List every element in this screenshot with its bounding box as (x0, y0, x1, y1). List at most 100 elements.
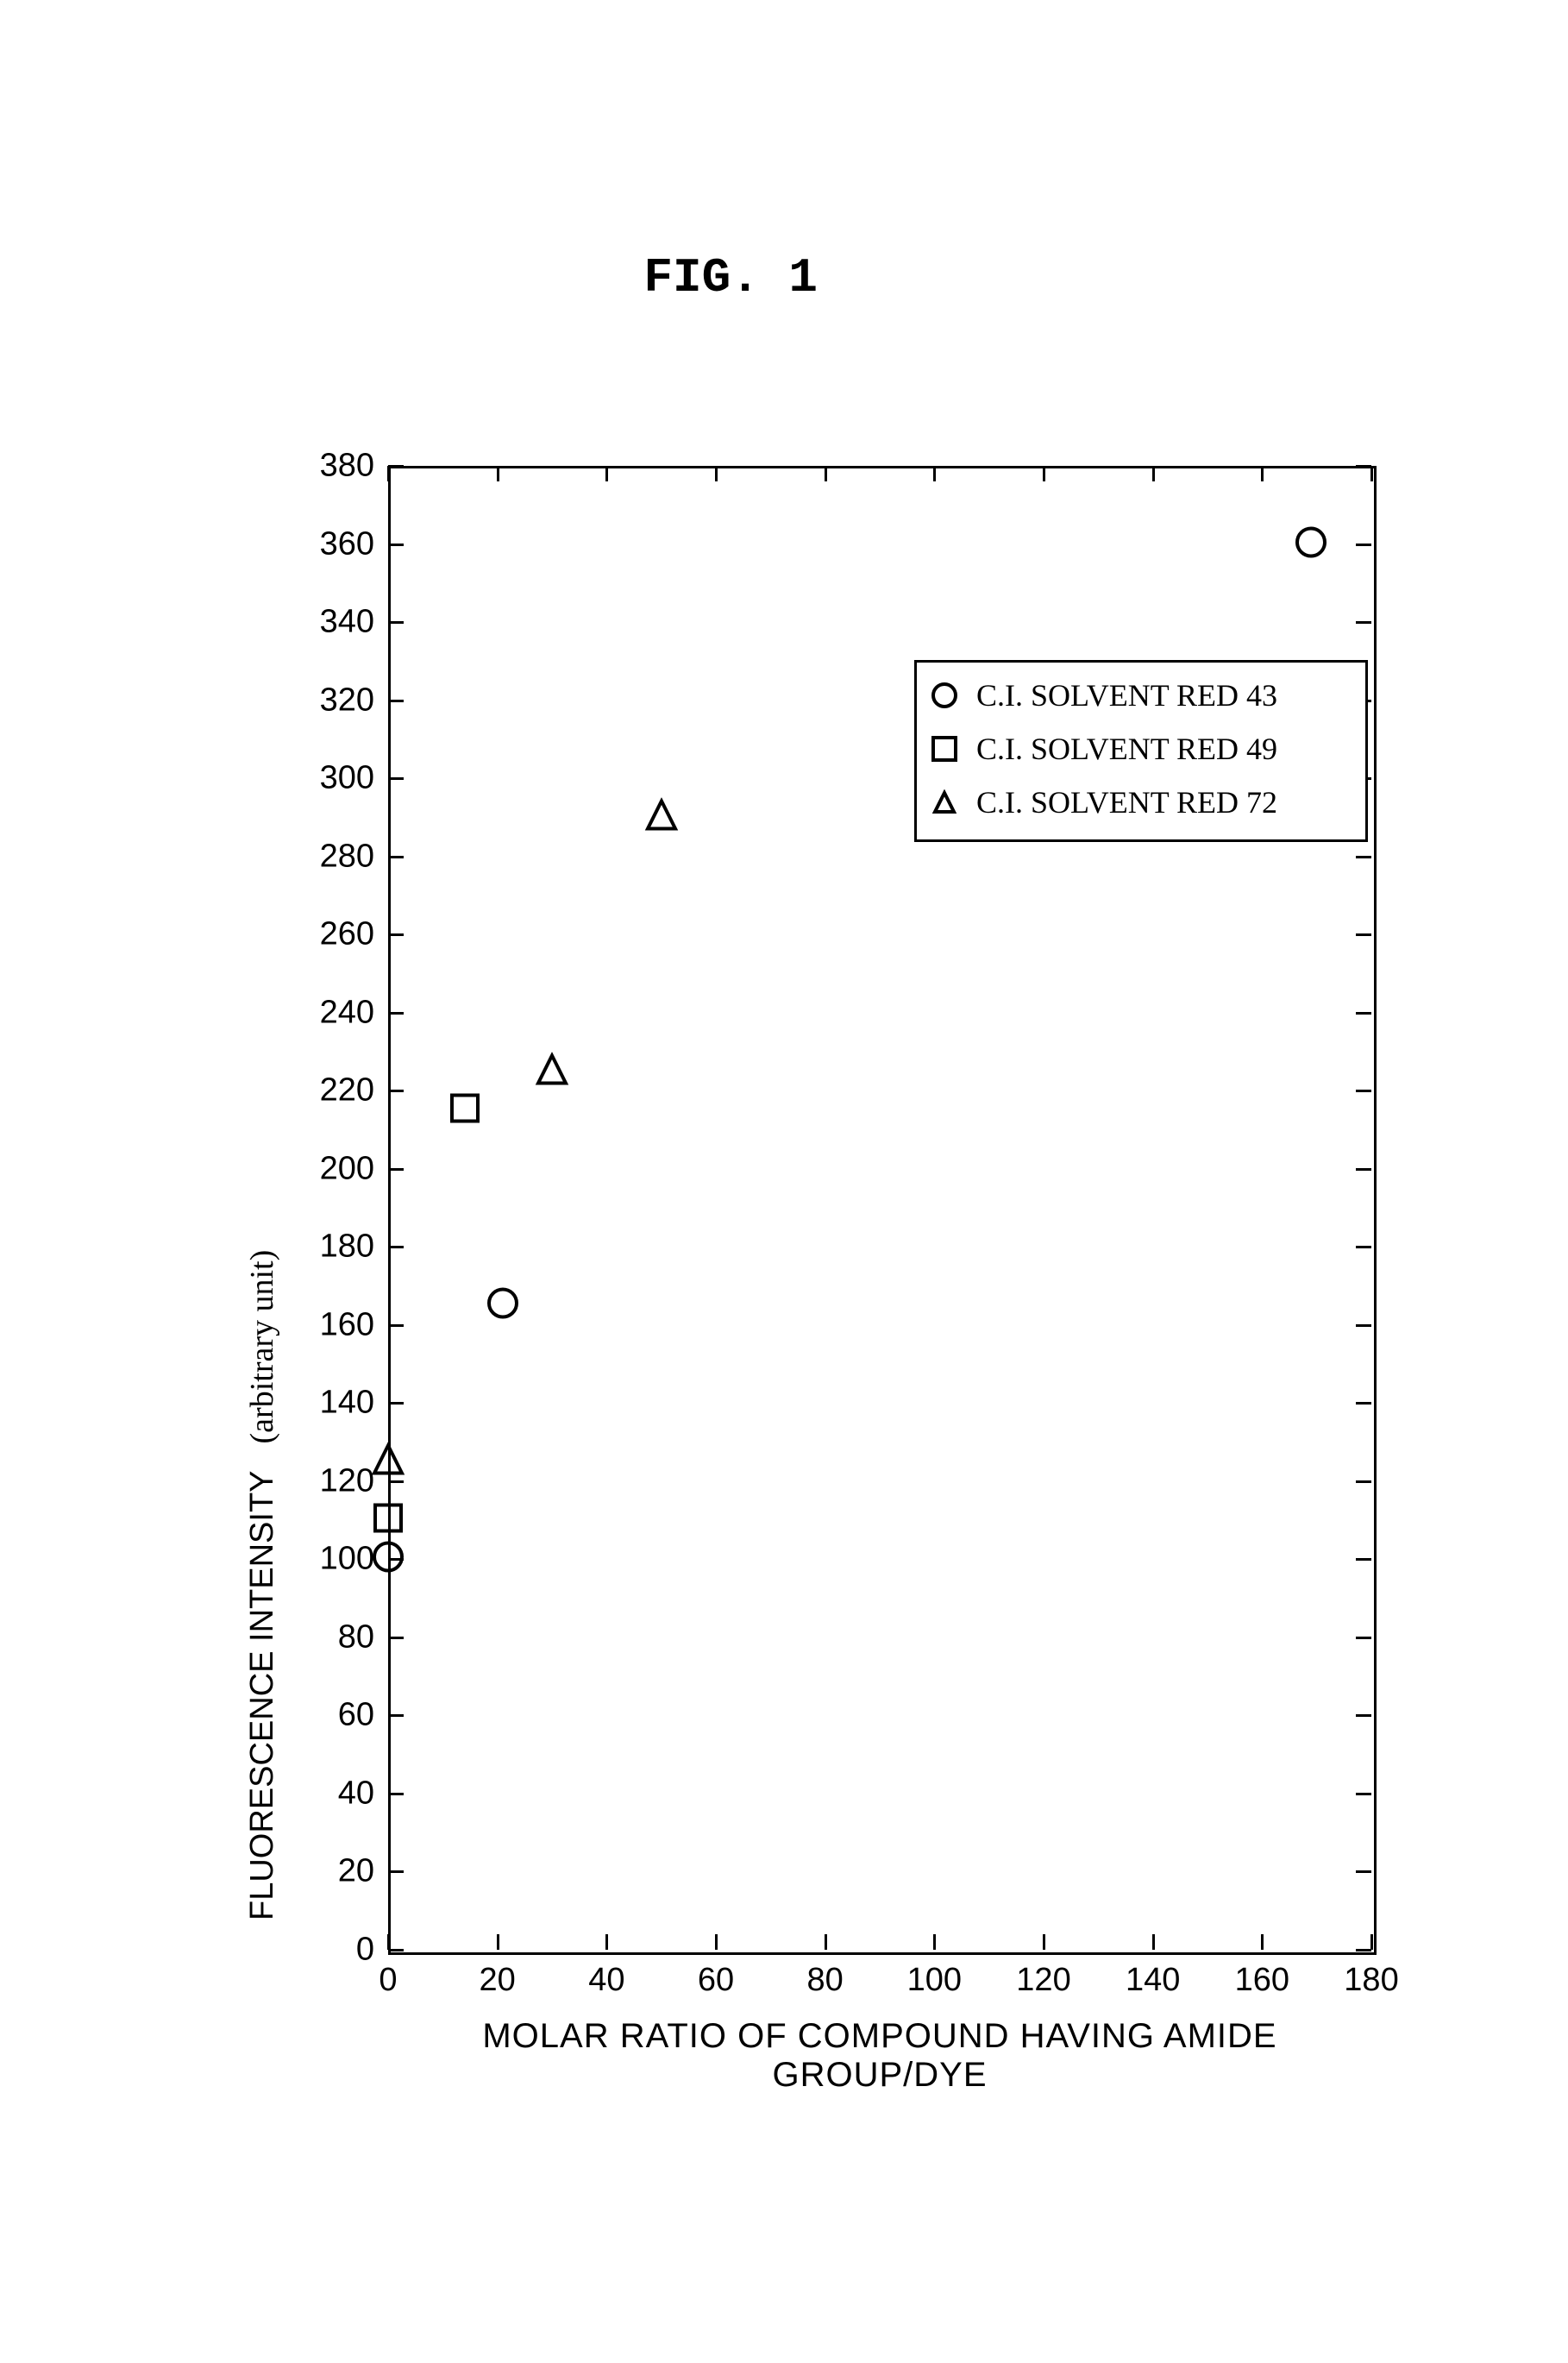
x-tick-label: 20 (480, 1962, 516, 1999)
y-tick-label: 200 (305, 1150, 374, 1187)
y-tick-label: 20 (305, 1853, 374, 1890)
y-tick (388, 700, 404, 702)
y-tick (388, 1793, 404, 1795)
y-tick-label: 180 (305, 1229, 374, 1266)
y-tick (1356, 1090, 1371, 1092)
x-axis-label: MOLAR RATIO OF COMPOUND HAVING AMIDE GRO… (388, 2017, 1371, 2095)
y-axis-label-unit (244, 1443, 280, 1461)
x-tick (1370, 466, 1373, 481)
y-tick (388, 1168, 404, 1171)
x-tick (1261, 1934, 1264, 1950)
y-tick (388, 1637, 404, 1639)
y-tick (1356, 1324, 1371, 1327)
x-tick (387, 1934, 390, 1950)
circle-icon (931, 682, 957, 708)
x-tick (825, 466, 827, 481)
y-tick (1356, 1012, 1371, 1015)
x-tick (605, 466, 608, 481)
page: FIG. 1 020406080100120140160180 02040608… (0, 0, 1568, 2363)
y-tick-label: 0 (305, 1932, 374, 1969)
x-tick (1152, 1934, 1155, 1950)
x-tick (497, 466, 499, 481)
x-tick (715, 466, 718, 481)
y-tick-label: 140 (305, 1385, 374, 1422)
x-tick-label: 40 (588, 1962, 624, 1999)
y-tick-label: 240 (305, 994, 374, 1031)
legend-item: C.I. SOLVENT RED 49 (931, 731, 1277, 767)
x-tick (387, 466, 390, 481)
y-tick (388, 1714, 404, 1717)
x-tick (1043, 1934, 1045, 1950)
x-tick-label: 180 (1344, 1962, 1398, 1999)
y-tick (388, 1870, 404, 1873)
y-tick-label: 40 (305, 1775, 374, 1812)
data-point (450, 1093, 480, 1127)
y-tick-label: 320 (305, 682, 374, 719)
y-tick-label: 360 (305, 525, 374, 562)
y-axis-label-unit-text: (arbitrary unit) (244, 1249, 280, 1443)
y-tick-label: 80 (305, 1618, 374, 1656)
y-axis-label-main: FLUORESCENCE INTENSITY (244, 1471, 280, 1920)
x-tick (933, 1934, 936, 1950)
x-tick (1261, 466, 1264, 481)
y-tick (1356, 933, 1371, 936)
figure-label: FIG. 1 (643, 250, 818, 305)
legend-item: C.I. SOLVENT RED 43 (931, 677, 1277, 713)
data-point (373, 1542, 404, 1577)
x-tick-label: 60 (698, 1962, 734, 1999)
y-tick-label: 340 (305, 604, 374, 641)
y-tick (388, 856, 404, 858)
y-tick (388, 1324, 404, 1327)
y-tick-label: 120 (305, 1462, 374, 1499)
y-tick (1356, 1714, 1371, 1717)
y-tick (1356, 544, 1371, 546)
x-tick (1152, 466, 1155, 481)
x-tick-label: 0 (379, 1962, 397, 1999)
x-tick (933, 466, 936, 481)
legend-label: C.I. SOLVENT RED 49 (976, 731, 1277, 767)
y-tick-label: 380 (305, 448, 374, 485)
data-point (1295, 526, 1327, 562)
y-tick (388, 1246, 404, 1248)
x-tick (825, 1934, 827, 1950)
y-tick (388, 621, 404, 624)
legend-label: C.I. SOLVENT RED 43 (976, 677, 1277, 713)
y-tick (388, 1402, 404, 1405)
triangle-icon (931, 789, 957, 815)
y-tick-label: 220 (305, 1072, 374, 1109)
y-tick-label: 160 (305, 1306, 374, 1343)
y-tick (388, 465, 404, 468)
data-point (487, 1288, 518, 1323)
y-axis-label: FLUORESCENCE INTENSITY (arbitrary unit) (243, 1249, 281, 1920)
data-point (535, 1052, 569, 1090)
y-tick (1356, 1168, 1371, 1171)
square-icon (931, 736, 957, 762)
y-tick (1356, 465, 1371, 468)
y-tick (388, 1949, 404, 1951)
legend-label: C.I. SOLVENT RED 72 (976, 784, 1277, 820)
y-tick (1356, 1246, 1371, 1248)
data-point (373, 1504, 403, 1537)
y-tick (388, 1090, 404, 1092)
data-point (371, 1442, 405, 1481)
y-tick (1356, 856, 1371, 858)
y-tick-label: 300 (305, 760, 374, 797)
y-tick-label: 100 (305, 1541, 374, 1578)
y-tick (388, 1012, 404, 1015)
x-tick (715, 1934, 718, 1950)
y-tick (1356, 1558, 1371, 1561)
data-point (644, 798, 679, 837)
x-tick-label: 140 (1126, 1962, 1180, 1999)
y-tick (1356, 1949, 1371, 1951)
x-tick (497, 1934, 499, 1950)
x-tick-label: 160 (1235, 1962, 1289, 1999)
y-tick (388, 544, 404, 546)
x-tick (605, 1934, 608, 1950)
y-tick (1356, 1402, 1371, 1405)
legend-item: C.I. SOLVENT RED 72 (931, 784, 1277, 820)
y-tick (1356, 1793, 1371, 1795)
x-tick-label: 100 (907, 1962, 962, 1999)
x-tick-label: 80 (807, 1962, 844, 1999)
x-tick (1370, 1934, 1373, 1950)
y-tick (1356, 1480, 1371, 1483)
